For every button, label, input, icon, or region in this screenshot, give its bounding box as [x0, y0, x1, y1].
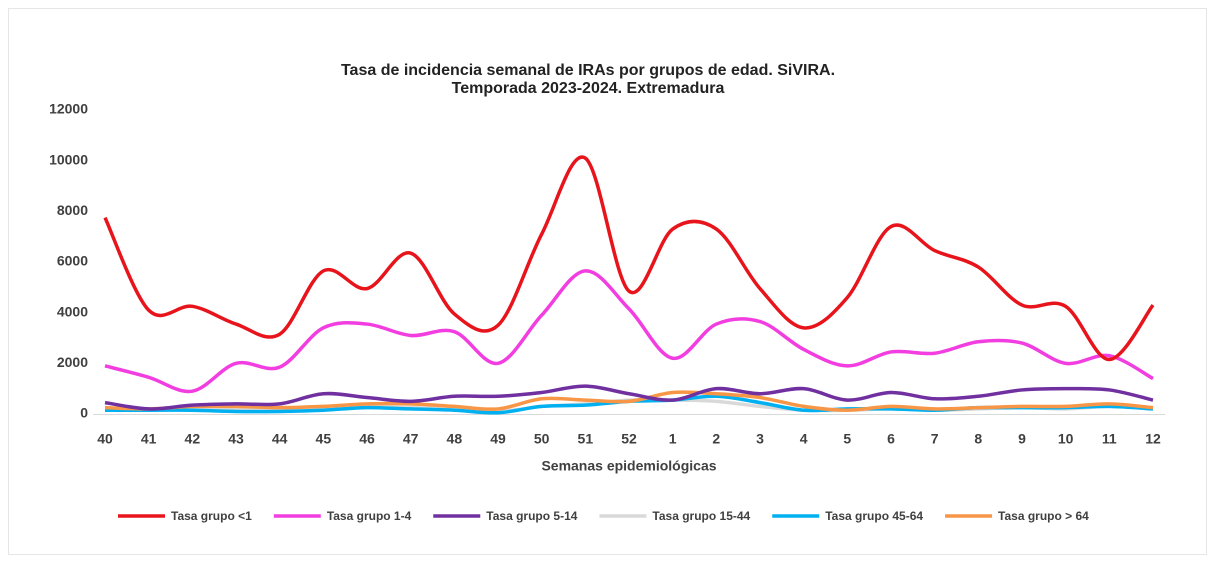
x-tick-label: 47: [403, 431, 419, 447]
x-tick-label: 41: [141, 431, 157, 447]
chart-title: Tasa de incidencia semanal de IRAs por g…: [341, 62, 835, 79]
x-tick-label: 7: [931, 431, 939, 447]
x-tick-label: 40: [97, 431, 113, 447]
legend-label: Tasa grupo <1: [171, 509, 252, 523]
x-tick-label: 52: [621, 431, 637, 447]
legend-label: Tasa grupo 1-4: [327, 509, 412, 523]
x-tick-label: 12: [1145, 431, 1161, 447]
x-tick-label: 11: [1102, 431, 1117, 447]
x-tick-label: 5: [843, 431, 851, 447]
x-tick-label: 4: [800, 431, 808, 447]
series-line: [104, 384, 1154, 411]
series-line: [104, 390, 1154, 412]
x-tick-label: 50: [534, 431, 550, 447]
x-tick-label: 48: [447, 431, 463, 447]
x-tick-label: 49: [490, 431, 506, 447]
y-tick-label: 0: [80, 405, 88, 421]
x-axis-title: Semanas epidemiológicas: [541, 458, 716, 474]
x-tick-label: 45: [316, 431, 332, 447]
y-tick-label: 12000: [49, 101, 88, 117]
x-tick-label: 44: [272, 431, 288, 447]
chart-frame: [8, 8, 1207, 555]
legend-label: Tasa grupo > 64: [998, 509, 1089, 523]
x-tick-label: 1: [669, 431, 677, 447]
x-tick-label: 2: [712, 431, 720, 447]
legend-label: Tasa grupo 45-64: [825, 509, 923, 523]
x-tick-label: 46: [359, 431, 375, 447]
x-tick-label: 42: [185, 431, 201, 447]
y-tick-label: 4000: [57, 303, 88, 319]
x-tick-label: 6: [887, 431, 895, 447]
y-tick-label: 8000: [57, 202, 88, 218]
x-tick-label: 3: [756, 431, 764, 447]
legend-label: Tasa grupo 15-44: [652, 509, 750, 523]
x-tick-label: 51: [578, 431, 594, 447]
series-line: [104, 269, 1154, 394]
y-tick-label: 2000: [57, 354, 88, 370]
x-tick-label: 9: [1018, 431, 1026, 447]
x-tick-label: 8: [974, 431, 982, 447]
legend-label: Tasa grupo 5-14: [486, 509, 577, 523]
x-tick-label: 10: [1058, 431, 1074, 447]
y-tick-label: 6000: [57, 253, 88, 269]
y-tick-label: 10000: [49, 151, 88, 167]
series-line: [103, 155, 1155, 362]
x-tick-label: 43: [228, 431, 244, 447]
chart-title: Temporada 2023-2024. Extremadura: [452, 80, 725, 97]
